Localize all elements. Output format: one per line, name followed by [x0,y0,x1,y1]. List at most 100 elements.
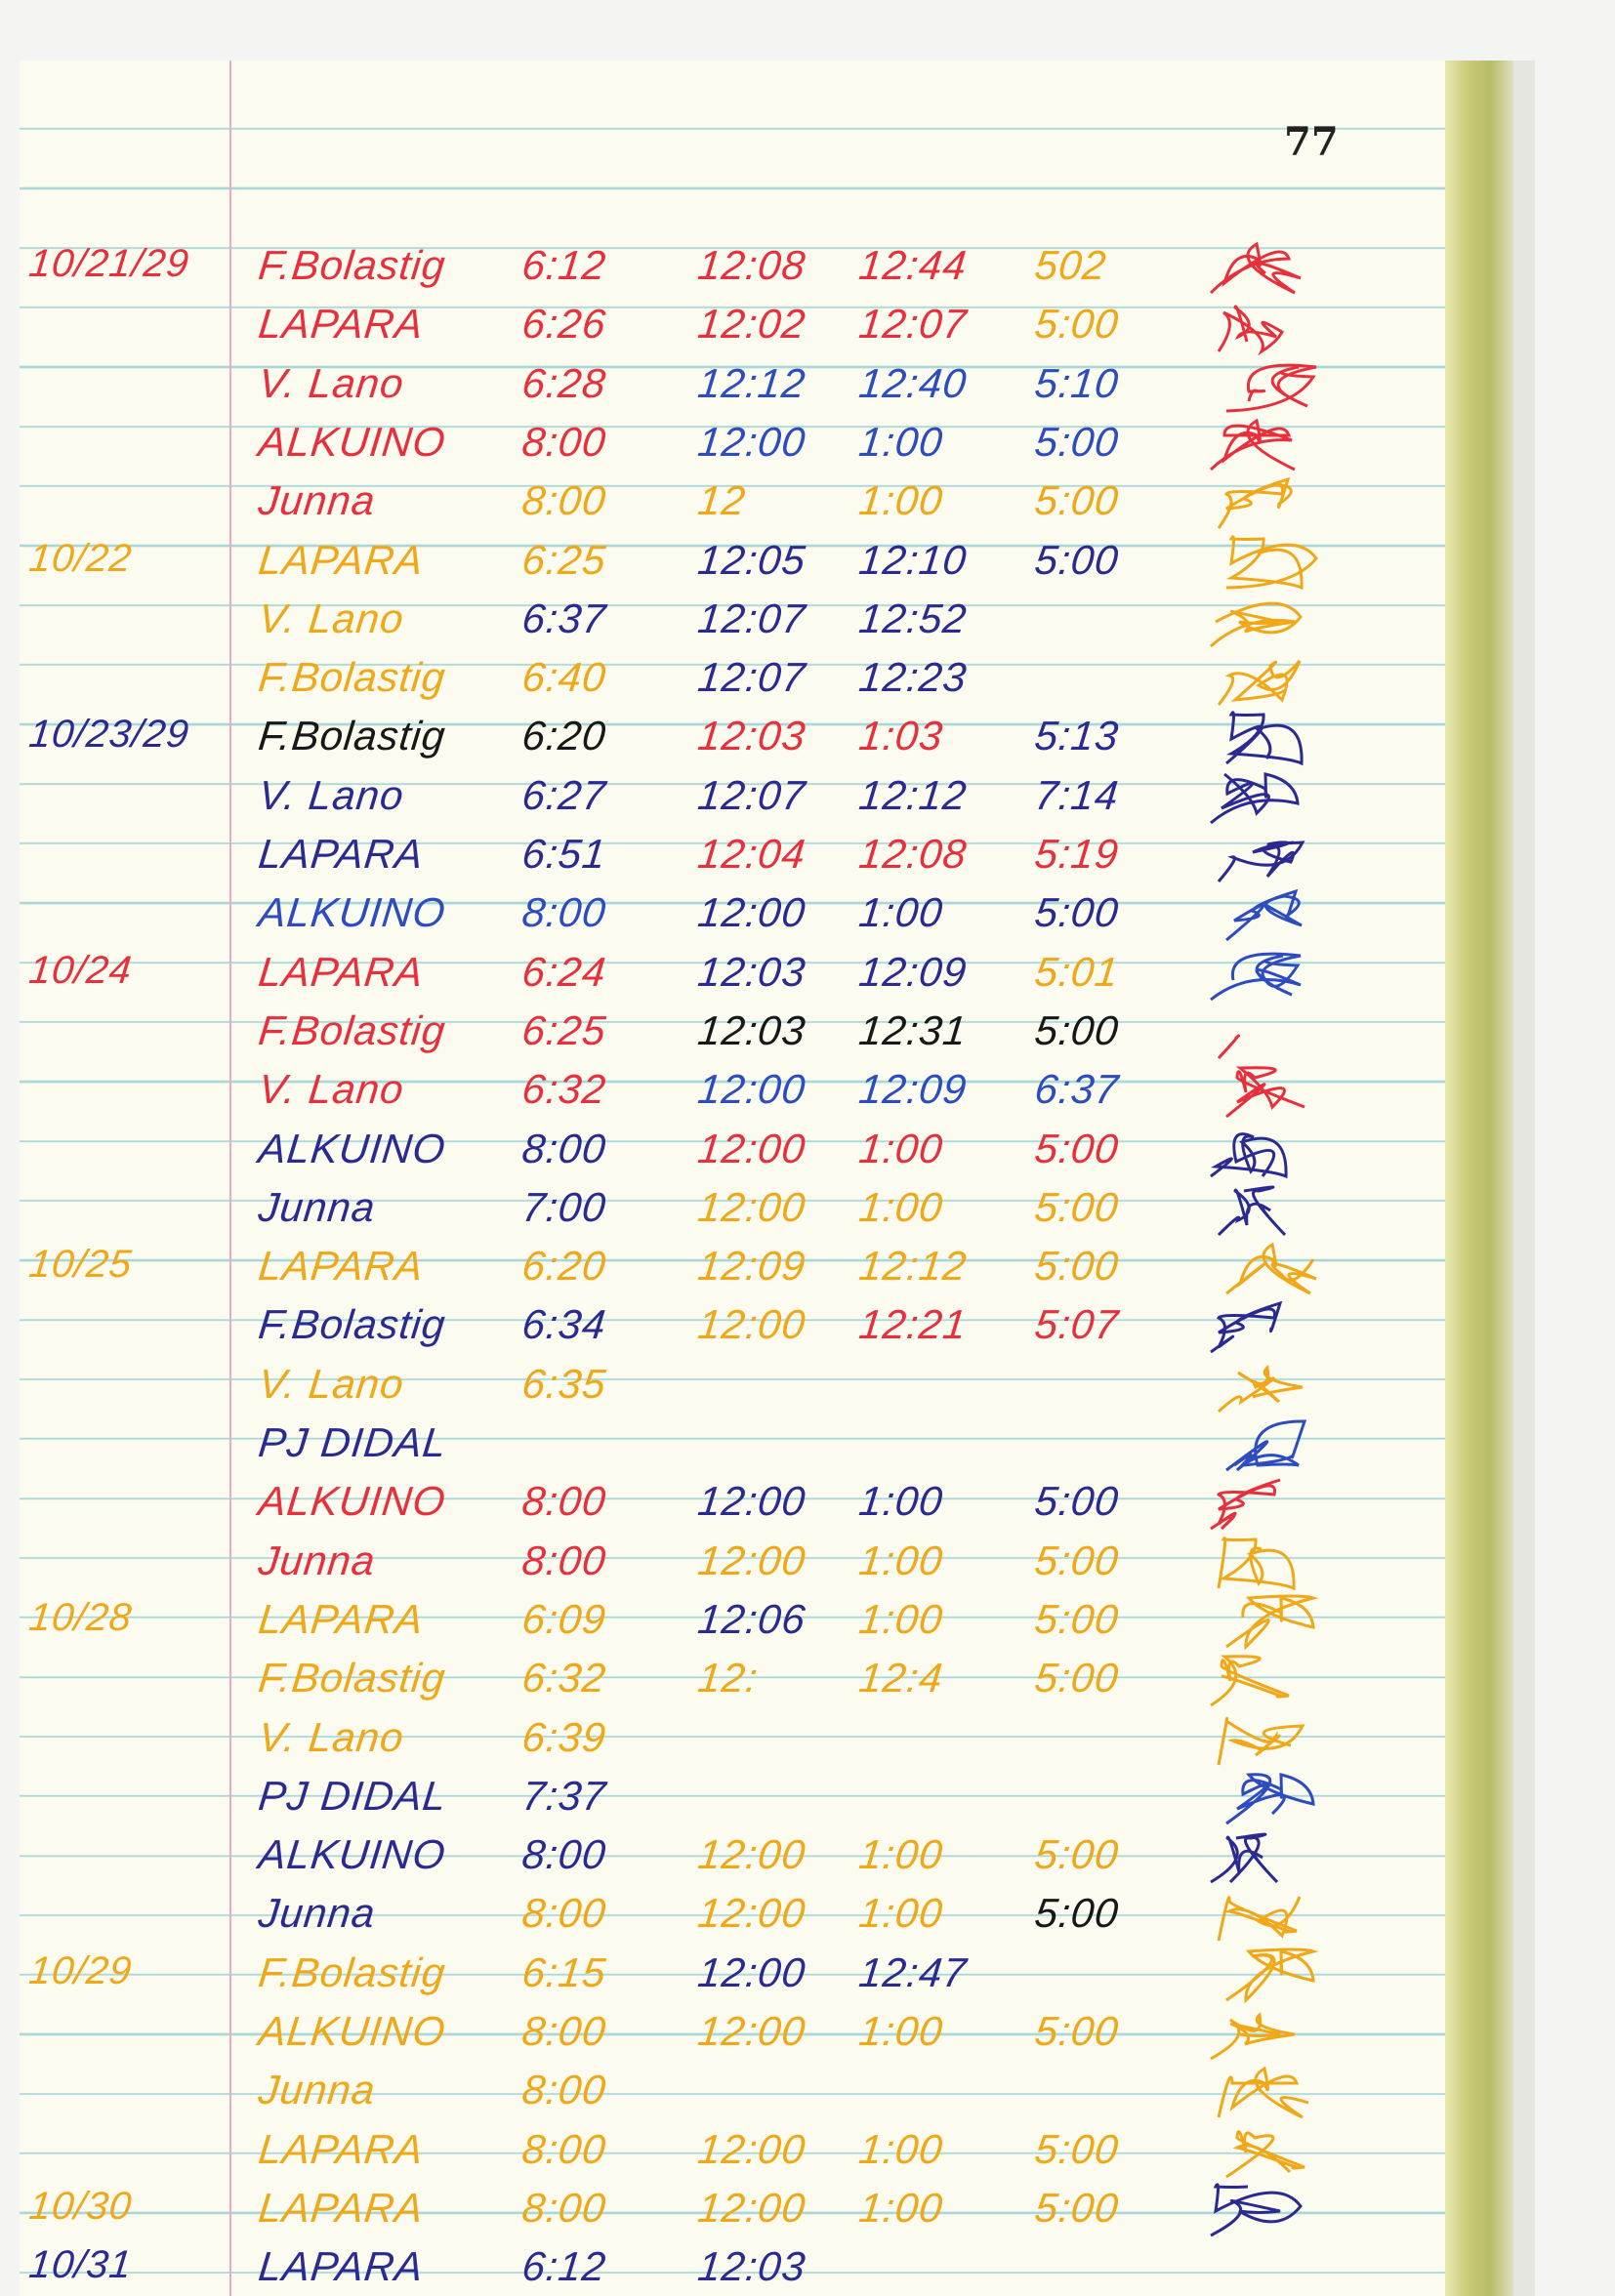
time-entry: 12:00 [695,2184,808,2231]
time-entry: 12:00 [695,1831,808,1878]
time-entry: 6:40 [519,654,609,701]
time-entry: 5:00 [1032,2008,1122,2054]
time-entry: 1:00 [856,1595,946,1642]
time-entry: 5:00 [1032,2184,1122,2231]
time-entry: 6:15 [519,1948,609,1995]
time-entry: 12:44 [856,242,970,288]
time-entry: 12:00 [695,1301,808,1348]
signature-scribble [1209,418,1296,472]
time-entry: 1:00 [856,418,946,465]
row-date: 10/29 [26,1948,135,1992]
time-entry: 8:00 [519,1537,609,1583]
page-number: 77 [1284,119,1339,165]
employee-name: ALKUINO [256,1478,448,1525]
time-entry: 12:00 [695,1125,808,1171]
employee-name: V. Lano [256,771,407,818]
page-edge [1513,61,1535,2296]
employee-name: LAPARA [256,301,427,348]
time-entry: 12:09 [695,1243,808,1290]
time-entry: 12:23 [856,654,970,701]
signature-scribble [1225,1419,1307,1472]
time-entry: 12:08 [856,831,970,877]
time-entry: 6:20 [519,1243,609,1290]
time-entry: 5:00 [1032,477,1122,524]
employee-name: F.Bolastig [256,1006,448,1053]
signature-scribble [1217,1716,1305,1765]
time-entry: 12:07 [695,654,808,701]
time-entry: 6:25 [519,1006,609,1053]
time-entry: 12:4 [856,1655,946,1702]
signature-scribble [1225,534,1318,590]
signature-scribble [1225,1948,1319,2004]
employee-name: F.Bolastig [256,713,448,759]
time-entry: 8:00 [519,2008,609,2054]
employee-name: Junna [256,1537,378,1583]
time-entry: 5:00 [1032,1595,1122,1642]
time-entry: 5:07 [1032,1301,1122,1348]
time-entry: 7:14 [1032,771,1122,818]
time-entry: 1:00 [856,1831,946,1878]
time-entry: 6:25 [519,536,609,583]
time-entry: 12:06 [695,1595,808,1642]
row-date: 10/30 [26,2184,135,2228]
time-entry: 5:13 [1032,713,1122,759]
employee-name: Junna [256,477,378,524]
row-date: 10/31 [26,2243,135,2287]
time-entry: 1:00 [856,1890,946,1937]
time-entry: 12: [695,1655,761,1702]
time-entry: 8:00 [519,477,609,524]
employee-name: ALKUINO [256,2008,448,2054]
time-entry: 8:00 [519,889,609,936]
time-entry: 5:00 [1032,1006,1122,1053]
employee-name: F.Bolastig [256,1301,448,1348]
time-entry: 8:00 [519,1478,609,1525]
time-entry: 1:00 [856,1537,946,1583]
time-entry: 5:01 [1032,948,1122,995]
time-entry: 12:07 [856,301,970,348]
employee-name: ALKUINO [256,1125,448,1171]
signature-scribble [1210,1478,1281,1531]
employee-name: F.Bolastig [256,242,448,288]
signature-scribble [1217,1896,1302,1942]
time-entry: 12:10 [856,536,970,583]
employee-name: LAPARA [256,831,427,877]
time-entry: 12:07 [695,771,808,818]
time-entry: 5:00 [1032,1243,1122,1290]
time-entry: 6:35 [519,1360,609,1407]
time-entry: 502 [1032,242,1109,288]
signature-scribble [1225,1772,1315,1825]
time-entry: 5:00 [1032,2125,1122,2172]
time-entry: 12:00 [695,1066,808,1113]
signature-scribble [1217,1536,1296,1590]
signature-scribble [1225,1066,1305,1119]
time-entry: 8:00 [519,1125,609,1171]
employee-name: ALKUINO [256,889,448,936]
time-entry: 5:00 [1032,1831,1122,1878]
employee-name: F.Bolastig [256,654,448,701]
signature-scribble [1210,2183,1303,2237]
time-entry: 6:51 [519,831,609,877]
time-entry: 1:00 [856,2125,946,2172]
time-entry: 12:04 [695,831,808,877]
signature-scribble [1225,1594,1319,1651]
time-entry: 12 [695,477,749,524]
time-entry: 5:00 [1032,418,1122,465]
page-binding [1445,61,1513,2296]
signature-scribble [1210,601,1303,647]
signature-scribble [1217,2066,1309,2119]
time-entry: 8:00 [519,2184,609,2231]
time-entry: 12:02 [695,301,808,348]
time-entry: 1:00 [856,889,946,936]
time-entry: 8:00 [519,2067,609,2113]
margin-line [229,61,231,2296]
time-entry: 8:00 [519,1831,609,1878]
time-entry: 6:39 [519,1713,609,1760]
signature-scribble [1217,1185,1287,1236]
signature-scribble [1225,1242,1317,1295]
time-entry: 1:00 [856,1183,946,1230]
time-entry: 6:26 [519,301,609,348]
time-entry: 12:03 [695,2243,808,2290]
signature-scribble [1210,1131,1288,1178]
signature-scribble [1217,660,1302,707]
time-entry: 8:00 [519,1890,609,1937]
